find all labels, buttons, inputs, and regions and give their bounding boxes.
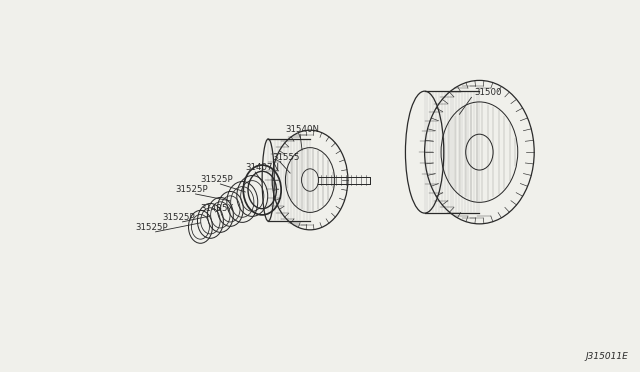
- Text: 31500: 31500: [474, 88, 502, 97]
- Text: J315011E: J315011E: [586, 352, 629, 361]
- Text: 31555: 31555: [272, 153, 300, 162]
- Text: 31540N: 31540N: [285, 125, 319, 134]
- Text: 31525P: 31525P: [136, 223, 168, 232]
- Text: 31525P: 31525P: [163, 213, 195, 222]
- Text: 31525P: 31525P: [200, 175, 233, 184]
- Text: 31407N: 31407N: [245, 163, 279, 172]
- Text: 31525P: 31525P: [175, 185, 208, 194]
- Text: 31435X: 31435X: [200, 204, 234, 213]
